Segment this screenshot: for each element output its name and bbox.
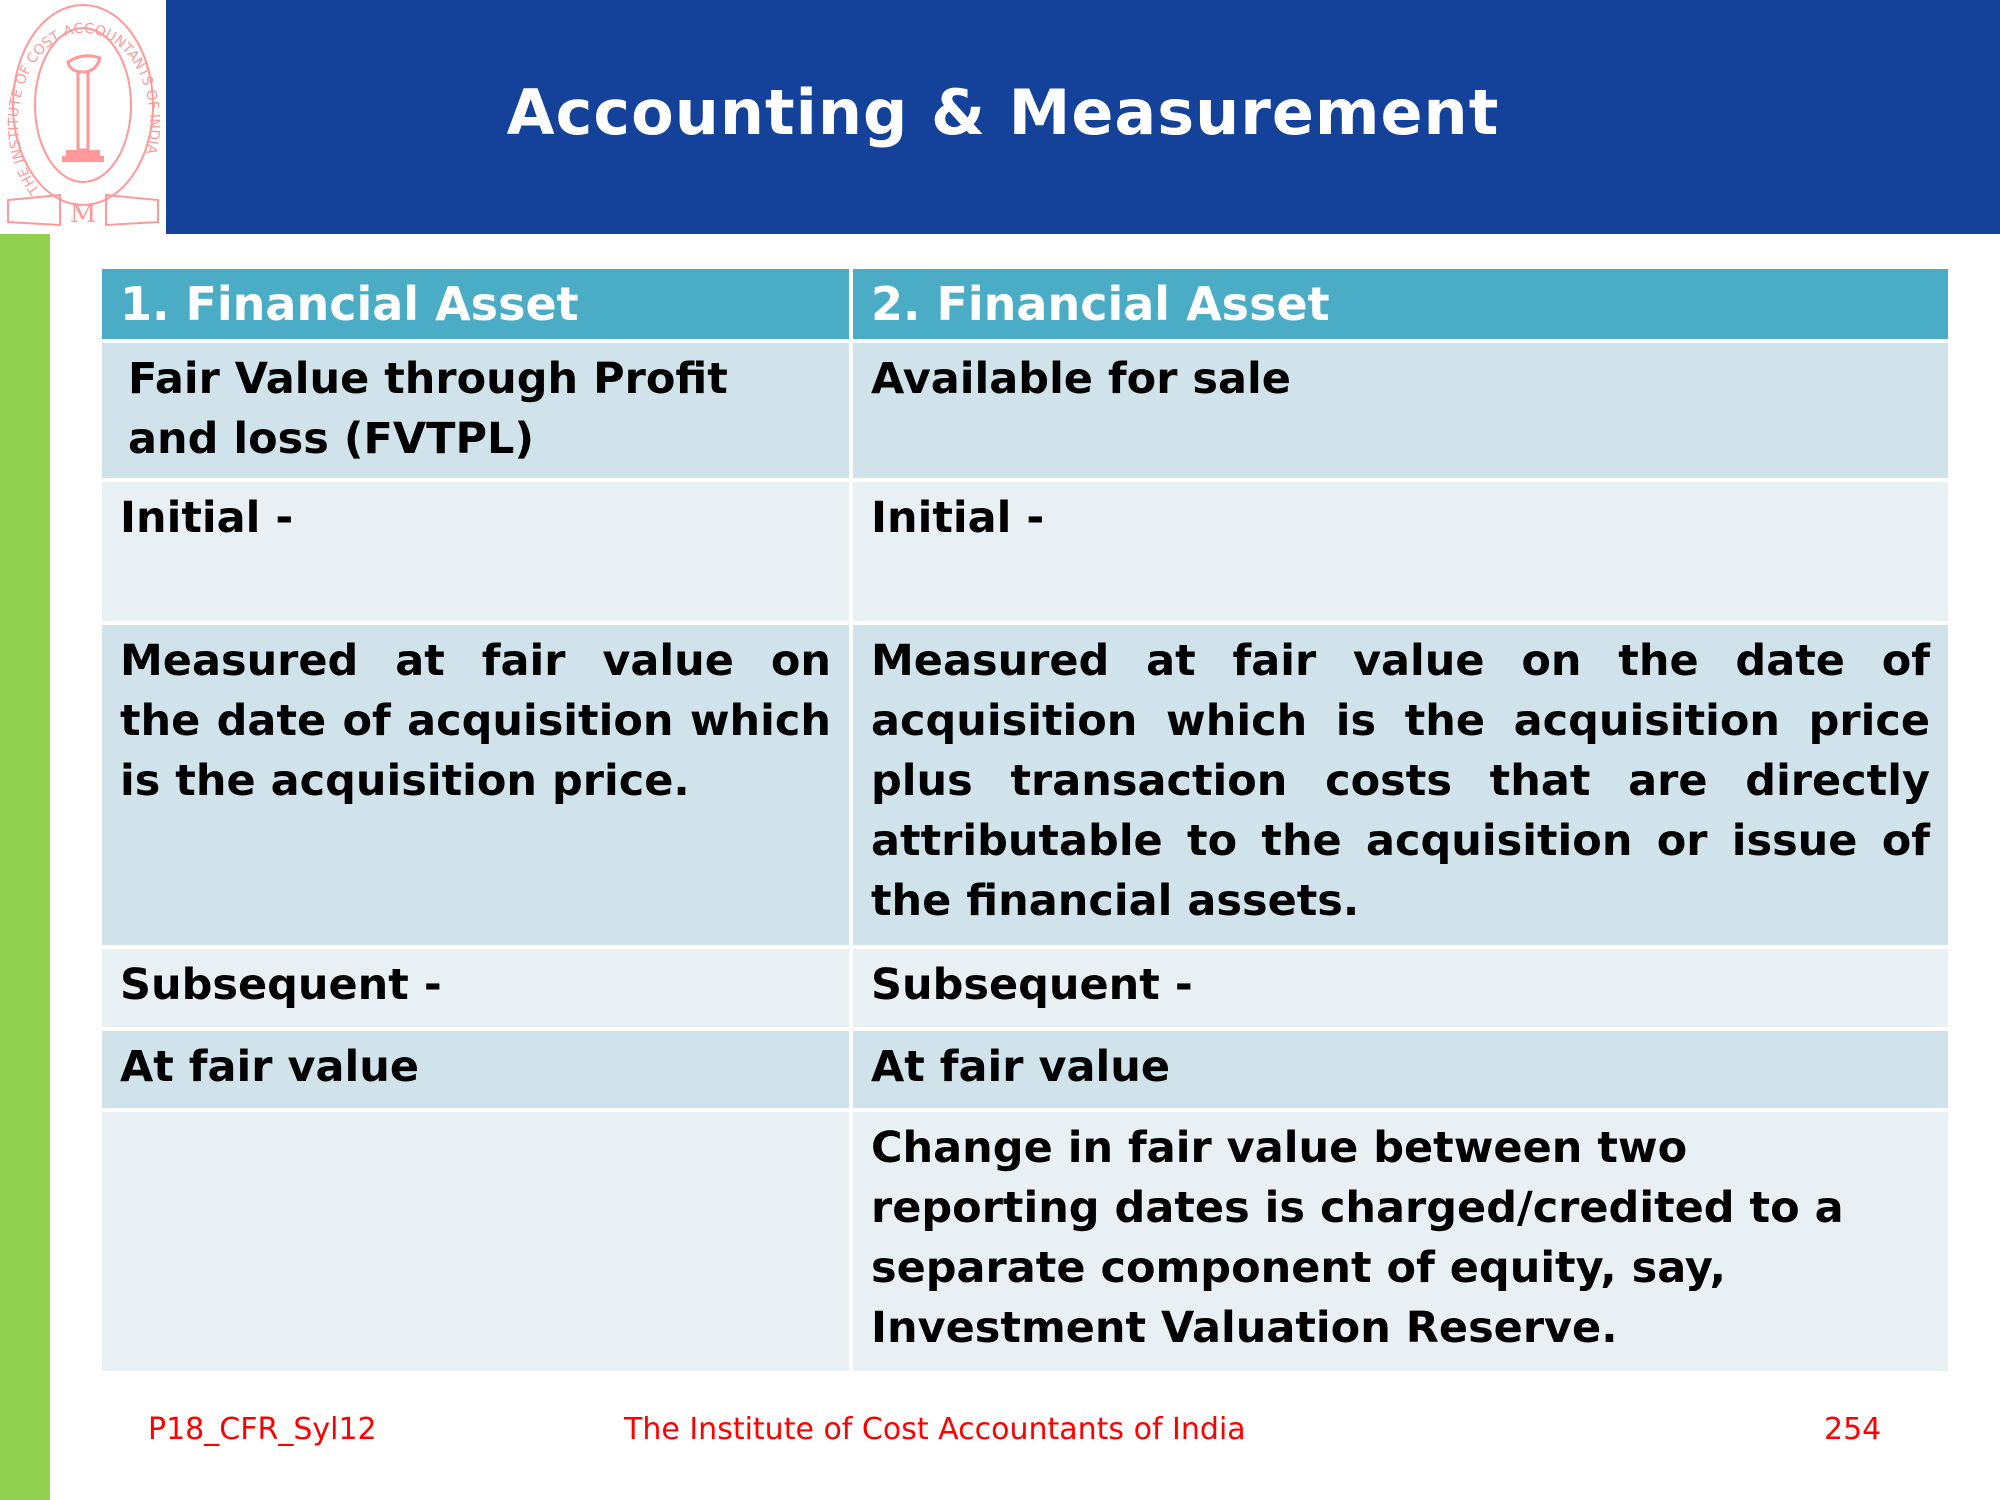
page-title: Accounting & Measurement	[506, 76, 1500, 149]
page-number: 254	[1824, 1412, 1882, 1447]
slide-header: Accounting & Measurement	[166, 0, 2000, 234]
svg-text:M: M	[70, 199, 97, 229]
table-cell: Subsequent -	[853, 949, 1948, 1027]
footer-institute: The Institute of Cost Accountants of Ind…	[624, 1412, 1246, 1447]
table-cell: Measured at fair value on the date of ac…	[102, 625, 849, 945]
accent-bar	[0, 234, 50, 1500]
table-cell: Available for sale	[853, 343, 1948, 478]
table-cell: Subsequent -	[102, 949, 849, 1027]
table-cell: Initial -	[102, 482, 849, 621]
table-cell: Fair Value through Profit and loss (FVTP…	[102, 343, 849, 478]
column-header: 2. Financial Asset	[853, 269, 1948, 339]
table-cell: At fair value	[102, 1031, 849, 1108]
column-header: 1. Financial Asset	[102, 269, 849, 339]
comparison-table: 1. Financial Asset 2. Financial Asset Fa…	[102, 269, 1948, 1375]
table-cell: Change in fair value between two reporti…	[853, 1112, 1948, 1371]
table-cell: At fair value	[853, 1031, 1948, 1108]
table-row: Fair Value through Profit and loss (FVTP…	[102, 343, 1948, 478]
table-row: Measured at fair value on the date of ac…	[102, 625, 1948, 945]
table-row: Change in fair value between two reporti…	[102, 1112, 1948, 1371]
table-row: Initial - Initial -	[102, 482, 1948, 621]
table-cell: Measured at fair value on the date of ac…	[853, 625, 1948, 945]
table-cell	[102, 1112, 849, 1371]
institute-logo: THE INSTITUTE OF COST ACCOUNTANTS OF IND…	[0, 0, 166, 234]
footer-code: P18_CFR_Syl12	[148, 1412, 377, 1447]
table-header-row: 1. Financial Asset 2. Financial Asset	[102, 269, 1948, 339]
table-cell: Initial -	[853, 482, 1948, 621]
table-row: At fair value At fair value	[102, 1031, 1948, 1108]
table-row: Subsequent - Subsequent -	[102, 949, 1948, 1027]
